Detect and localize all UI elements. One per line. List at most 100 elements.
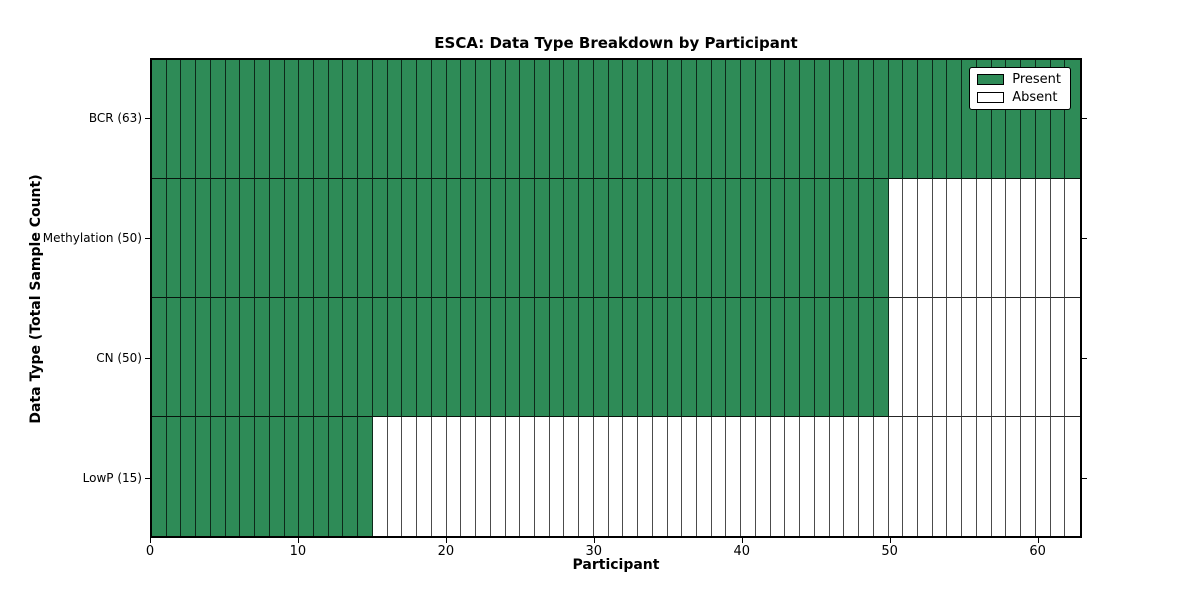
matrix-cell <box>181 417 197 536</box>
matrix-cell <box>579 179 594 298</box>
matrix-cell <box>873 298 889 417</box>
matrix-cell <box>490 417 506 536</box>
matrix-cell <box>505 179 521 298</box>
matrix-cell <box>152 60 167 179</box>
matrix-cell <box>726 179 742 298</box>
matrix-cell <box>711 417 727 536</box>
matrix-cell <box>859 60 874 179</box>
matrix-cell <box>240 298 256 417</box>
matrix-cell <box>976 298 992 417</box>
matrix-cell <box>1065 298 1080 417</box>
matrix-cell <box>741 417 756 536</box>
matrix-cell <box>490 298 506 417</box>
matrix-cell <box>476 179 491 298</box>
matrix-cell <box>269 60 285 179</box>
matrix-cell <box>917 298 933 417</box>
matrix-cell <box>461 60 477 179</box>
matrix-cell <box>741 298 756 417</box>
matrix-cell <box>711 298 727 417</box>
matrix-cell <box>608 298 624 417</box>
matrix-cell <box>814 298 830 417</box>
matrix-cell <box>638 298 653 417</box>
matrix-cell <box>387 298 403 417</box>
matrix-cell <box>888 417 904 536</box>
matrix-cell <box>358 417 373 536</box>
matrix-cell <box>299 417 315 536</box>
matrix-cell <box>726 298 742 417</box>
matrix-cell <box>844 179 860 298</box>
matrix-cell <box>255 417 270 536</box>
matrix-cell <box>402 417 418 536</box>
matrix-cell <box>947 298 963 417</box>
matrix-cell <box>240 417 256 536</box>
matrix-cell <box>770 298 786 417</box>
matrix-cell <box>505 417 521 536</box>
matrix-cell <box>623 417 639 536</box>
matrix-cell <box>446 298 462 417</box>
matrix-cell <box>623 60 639 179</box>
matrix-cell <box>638 179 653 298</box>
matrix-cell <box>697 417 712 536</box>
matrix-cell <box>1021 179 1036 298</box>
matrix-cell <box>255 60 270 179</box>
matrix-cell <box>652 179 668 298</box>
matrix-cell <box>579 298 594 417</box>
y-tick-mark <box>1082 358 1087 359</box>
matrix-cell <box>417 298 432 417</box>
matrix-cell <box>932 179 948 298</box>
y-tick-mark <box>145 478 150 479</box>
legend-entry: Present <box>977 73 1061 86</box>
matrix-cell <box>755 298 771 417</box>
y-tick-label: Methylation (50) <box>42 231 142 245</box>
matrix-cell <box>829 417 845 536</box>
matrix-cell <box>255 179 270 298</box>
matrix-cell <box>431 417 447 536</box>
matrix-cell <box>1065 179 1080 298</box>
matrix-cell <box>947 417 963 536</box>
matrix-cell <box>1006 179 1022 298</box>
matrix-cell <box>667 298 683 417</box>
matrix-cell <box>903 60 918 179</box>
matrix-cell <box>328 298 344 417</box>
matrix-cell <box>873 179 889 298</box>
matrix-cell <box>917 417 933 536</box>
matrix-cell <box>181 179 197 298</box>
matrix-cell <box>387 60 403 179</box>
matrix-cell <box>269 298 285 417</box>
matrix-cell <box>490 179 506 298</box>
matrix-cell <box>844 417 860 536</box>
legend-label: Present <box>1012 72 1061 87</box>
matrix-cell <box>505 298 521 417</box>
matrix-cell <box>991 298 1007 417</box>
matrix-cell <box>284 417 300 536</box>
matrix-cell <box>682 417 698 536</box>
matrix-cell <box>1021 417 1036 536</box>
matrix-cell <box>549 417 565 536</box>
matrix-cell <box>623 179 639 298</box>
matrix-cell <box>343 60 359 179</box>
matrix-cell <box>785 417 801 536</box>
matrix-cell <box>638 60 653 179</box>
matrix-cell <box>593 298 609 417</box>
matrix-cell <box>152 298 167 417</box>
y-tick-mark <box>1082 238 1087 239</box>
matrix-cell <box>166 179 182 298</box>
x-tick-label: 40 <box>733 544 751 559</box>
x-axis-label: Participant <box>572 557 660 573</box>
x-tick-label: 0 <box>145 544 155 559</box>
x-tick-label: 20 <box>437 544 455 559</box>
matrix-cell <box>579 417 594 536</box>
matrix-cell <box>225 179 241 298</box>
matrix-cell <box>549 298 565 417</box>
matrix-cell <box>1050 298 1066 417</box>
matrix-cell <box>269 417 285 536</box>
y-tick-mark <box>145 238 150 239</box>
matrix-cell <box>991 179 1007 298</box>
x-tick-mark <box>1037 538 1039 543</box>
legend-entry: Absent <box>977 91 1061 104</box>
y-tick-label: BCR (63) <box>88 111 142 125</box>
matrix-cell <box>785 298 801 417</box>
matrix-cell <box>152 417 167 536</box>
matrix-cell <box>932 417 948 536</box>
matrix-cell <box>269 179 285 298</box>
